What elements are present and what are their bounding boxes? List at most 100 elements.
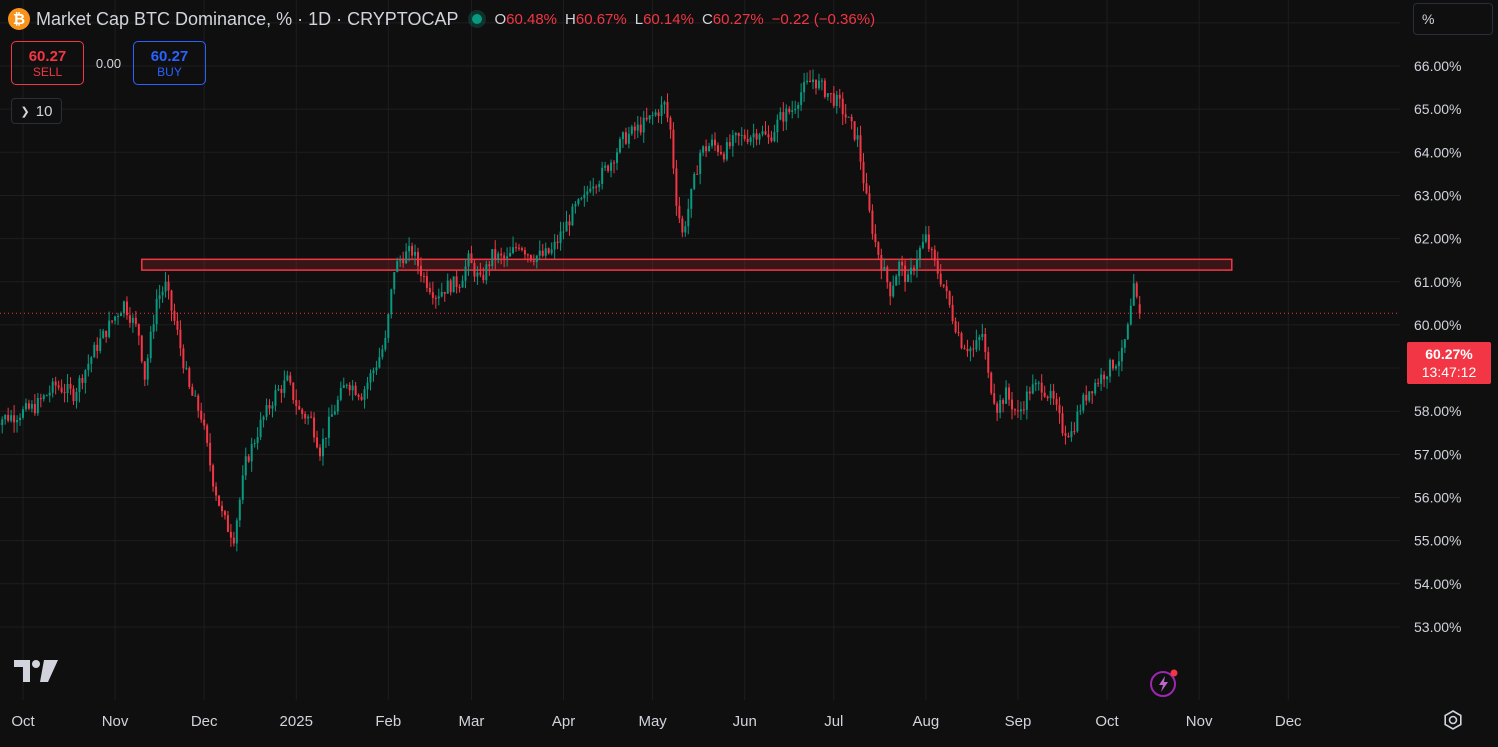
candle-body: [598, 184, 600, 187]
candle-body: [1059, 405, 1061, 414]
candle-body: [1097, 383, 1099, 384]
candle-body: [589, 189, 591, 192]
chevron-icon: ❯: [21, 105, 30, 118]
candle-body: [72, 389, 74, 401]
candle-body: [1115, 366, 1117, 368]
x-tick-label: Nov: [1186, 713, 1213, 730]
candle-body: [138, 324, 140, 335]
y-tick-label: 60.00%: [1414, 317, 1461, 333]
candle-body: [1085, 395, 1087, 401]
candle-body: [99, 338, 101, 351]
market-status-dot[interactable]: [472, 14, 482, 24]
candle-body: [592, 187, 594, 189]
candle-body: [1094, 383, 1096, 393]
candle-body: [586, 192, 588, 195]
candle-body: [675, 168, 677, 205]
candle-body: [1020, 409, 1022, 411]
buy-label: BUY: [157, 65, 182, 79]
candle-body: [913, 268, 915, 270]
candle-body: [987, 352, 989, 373]
candle-body: [260, 420, 262, 437]
candle-body: [206, 426, 208, 443]
candle-body: [67, 384, 69, 393]
candle-body: [949, 291, 951, 305]
sell-button[interactable]: 60.27 SELL: [11, 41, 84, 85]
close-key: C: [702, 11, 713, 28]
candle-body: [313, 417, 315, 437]
candle-body: [548, 248, 550, 253]
candle-body: [132, 318, 134, 323]
symbol-title[interactable]: Market Cap BTC Dominance, % · 1D · CRYPT…: [36, 9, 458, 30]
candle-body: [898, 262, 900, 276]
x-tick-label: Dec: [1275, 713, 1302, 730]
candle-body: [714, 140, 716, 146]
y-tick-label: 64.00%: [1414, 144, 1461, 160]
candle-body: [860, 135, 862, 161]
candle-body: [871, 210, 873, 233]
indicators-toggle-button[interactable]: ❯ 10: [11, 98, 62, 124]
candle-body: [426, 276, 428, 288]
resistance-zone[interactable]: [142, 259, 1232, 270]
buy-button[interactable]: 60.27 BUY: [133, 41, 206, 85]
candle-body: [601, 168, 603, 184]
scale-mode-selector[interactable]: %: [1413, 3, 1493, 35]
y-tick-label: 62.00%: [1414, 231, 1461, 247]
lightning-icon[interactable]: [1150, 668, 1180, 698]
x-tick-label: Mar: [459, 713, 485, 730]
candle-body: [634, 127, 636, 131]
candle-body: [1112, 360, 1114, 369]
candle-body: [765, 131, 767, 134]
candle-body: [129, 315, 131, 323]
y-tick-label: 65.00%: [1414, 101, 1461, 117]
candle-body: [1062, 413, 1064, 433]
candle-body: [340, 388, 342, 400]
candle-body: [889, 282, 891, 296]
candle-body: [961, 333, 963, 348]
candle-body: [1088, 391, 1090, 400]
candle-body: [343, 385, 345, 388]
candle-body: [494, 249, 496, 259]
candle-body: [937, 261, 939, 274]
gear-icon[interactable]: [1442, 709, 1464, 731]
candle-body: [126, 301, 128, 315]
candle-body: [150, 332, 152, 358]
candle-body: [441, 292, 443, 297]
candle-body: [334, 411, 336, 414]
candle-body: [616, 152, 618, 163]
candle-body: [453, 276, 455, 292]
candle-body: [1076, 411, 1078, 431]
candle-body: [280, 389, 282, 393]
candle-body: [367, 382, 369, 389]
candle-body: [81, 378, 83, 383]
candle-body: [681, 218, 683, 232]
candle-body: [966, 349, 968, 351]
trade-panel: 60.27 SELL 0.00 60.27 BUY: [11, 41, 206, 85]
candle-body: [372, 370, 374, 373]
candle-body: [1109, 360, 1111, 377]
candle-body: [583, 195, 585, 199]
candle-body: [785, 109, 787, 122]
candle-body: [696, 174, 698, 175]
candle-body: [797, 105, 799, 109]
candle-body: [655, 112, 657, 115]
candle-body: [49, 393, 51, 396]
candle-body: [123, 301, 125, 313]
candle-body: [1053, 391, 1055, 399]
candle-body: [52, 382, 54, 393]
candle-body: [693, 174, 695, 189]
candle-body: [503, 255, 505, 258]
indicator-count: 10: [36, 103, 53, 120]
candle-body: [762, 131, 764, 134]
candle-body: [661, 105, 663, 116]
candle-body: [358, 395, 360, 397]
candle-body: [1103, 375, 1105, 380]
candle-body: [40, 398, 42, 399]
candle-body: [1124, 339, 1126, 348]
candle-body: [741, 135, 743, 136]
tradingview-logo-icon[interactable]: [14, 660, 58, 682]
candle-body: [1011, 400, 1013, 410]
x-tick-label: Apr: [552, 713, 575, 730]
